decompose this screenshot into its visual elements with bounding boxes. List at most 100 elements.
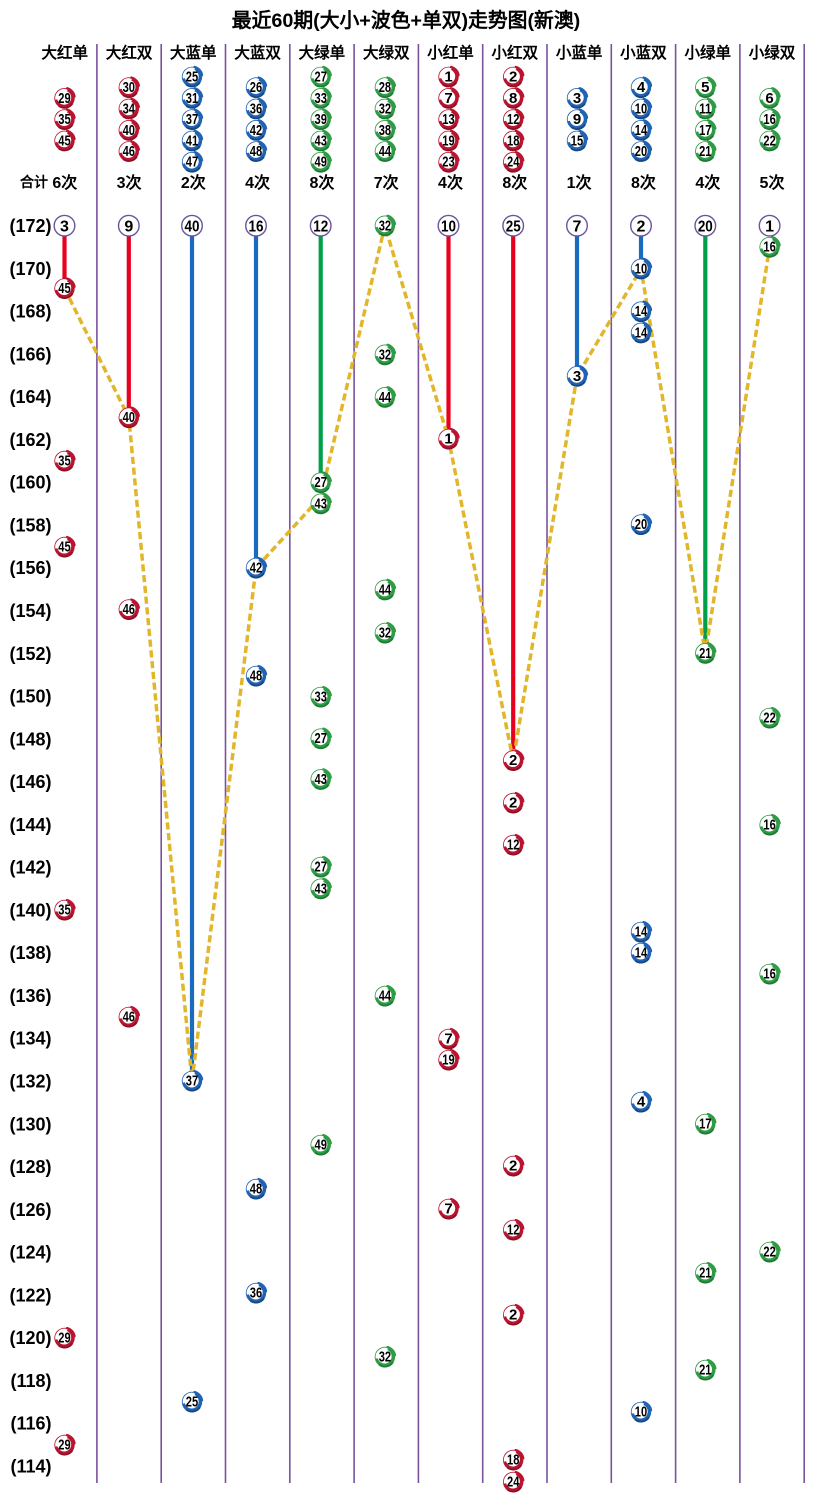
svg-text:48: 48 bbox=[250, 1182, 262, 1198]
svg-text:35: 35 bbox=[58, 903, 70, 919]
svg-text:44: 44 bbox=[379, 390, 391, 406]
svg-text:20: 20 bbox=[698, 218, 713, 235]
svg-text:35: 35 bbox=[58, 454, 70, 470]
svg-text:25: 25 bbox=[506, 218, 521, 235]
svg-text:10: 10 bbox=[635, 101, 647, 117]
svg-text:12: 12 bbox=[507, 1223, 519, 1239]
svg-text:3: 3 bbox=[573, 90, 581, 107]
svg-text:41: 41 bbox=[186, 133, 198, 149]
svg-text:大红双: 大红双 bbox=[106, 43, 153, 62]
svg-text:27: 27 bbox=[315, 860, 327, 876]
svg-text:42: 42 bbox=[250, 123, 262, 139]
svg-text:6: 6 bbox=[765, 90, 773, 107]
svg-text:(150): (150) bbox=[9, 687, 51, 707]
svg-text:1: 1 bbox=[765, 218, 774, 235]
svg-text:44: 44 bbox=[379, 989, 391, 1005]
svg-text:(160): (160) bbox=[9, 473, 51, 493]
svg-text:48: 48 bbox=[250, 144, 262, 160]
svg-text:25: 25 bbox=[186, 70, 198, 86]
svg-text:(132): (132) bbox=[9, 1072, 51, 1092]
svg-text:24: 24 bbox=[507, 1475, 519, 1491]
svg-text:34: 34 bbox=[123, 101, 135, 117]
svg-text:32: 32 bbox=[379, 218, 391, 234]
svg-text:40: 40 bbox=[123, 410, 135, 426]
svg-text:12: 12 bbox=[507, 112, 519, 128]
svg-text:36: 36 bbox=[250, 101, 262, 117]
svg-text:7: 7 bbox=[444, 1201, 452, 1218]
svg-text:16: 16 bbox=[249, 218, 264, 235]
svg-text:10: 10 bbox=[635, 1405, 647, 1421]
svg-text:45: 45 bbox=[58, 540, 70, 556]
svg-text:(164): (164) bbox=[9, 387, 51, 407]
svg-text:16: 16 bbox=[763, 818, 775, 834]
svg-text:45: 45 bbox=[58, 281, 70, 297]
svg-text:27: 27 bbox=[315, 70, 327, 86]
svg-text:46: 46 bbox=[123, 602, 135, 618]
svg-text:35: 35 bbox=[58, 112, 70, 128]
svg-text:(130): (130) bbox=[9, 1114, 51, 1134]
svg-text:17: 17 bbox=[699, 123, 711, 139]
svg-text:(116): (116) bbox=[10, 1414, 51, 1434]
svg-text:2: 2 bbox=[509, 1158, 517, 1175]
svg-text:8次: 8次 bbox=[309, 173, 334, 192]
svg-text:5次: 5次 bbox=[760, 173, 785, 192]
svg-text:22: 22 bbox=[763, 133, 775, 149]
svg-text:(142): (142) bbox=[9, 858, 51, 878]
svg-text:2: 2 bbox=[509, 752, 517, 769]
svg-text:(136): (136) bbox=[9, 986, 51, 1006]
svg-text:37: 37 bbox=[186, 1074, 198, 1090]
svg-text:大红单: 大红单 bbox=[42, 43, 89, 62]
svg-text:49: 49 bbox=[315, 155, 327, 171]
svg-text:32: 32 bbox=[379, 1350, 391, 1366]
svg-text:(138): (138) bbox=[9, 943, 51, 963]
svg-text:16: 16 bbox=[763, 967, 775, 983]
svg-text:1次: 1次 bbox=[567, 173, 592, 192]
svg-text:(148): (148) bbox=[9, 729, 51, 749]
svg-text:小红单: 小红单 bbox=[427, 43, 474, 62]
svg-text:(122): (122) bbox=[9, 1285, 51, 1305]
svg-text:30: 30 bbox=[123, 80, 135, 96]
svg-text:43: 43 bbox=[315, 881, 327, 897]
svg-text:21: 21 bbox=[699, 1266, 711, 1282]
svg-text:31: 31 bbox=[186, 91, 198, 107]
svg-text:4次: 4次 bbox=[438, 173, 463, 192]
svg-text:14: 14 bbox=[635, 304, 647, 320]
svg-text:2: 2 bbox=[509, 69, 517, 86]
svg-text:28: 28 bbox=[379, 80, 391, 96]
svg-text:46: 46 bbox=[123, 144, 135, 160]
svg-text:3: 3 bbox=[573, 368, 581, 385]
svg-text:8次: 8次 bbox=[631, 173, 656, 192]
svg-text:(126): (126) bbox=[9, 1200, 51, 1220]
svg-text:33: 33 bbox=[315, 690, 327, 706]
svg-text:(170): (170) bbox=[9, 259, 51, 279]
svg-text:2: 2 bbox=[637, 218, 646, 235]
svg-text:37: 37 bbox=[186, 112, 198, 128]
svg-text:(154): (154) bbox=[9, 601, 51, 621]
svg-text:大蓝双: 大蓝双 bbox=[234, 43, 281, 62]
svg-text:47: 47 bbox=[186, 155, 198, 171]
svg-text:32: 32 bbox=[379, 626, 391, 642]
svg-text:7: 7 bbox=[573, 218, 582, 235]
svg-text:16: 16 bbox=[763, 240, 775, 256]
svg-text:48: 48 bbox=[250, 669, 262, 685]
svg-text:2: 2 bbox=[509, 1307, 517, 1324]
svg-text:大绿单: 大绿单 bbox=[299, 43, 346, 62]
svg-text:9: 9 bbox=[573, 111, 581, 128]
svg-text:40: 40 bbox=[123, 123, 135, 139]
svg-text:29: 29 bbox=[58, 91, 70, 107]
svg-text:(140): (140) bbox=[9, 900, 51, 920]
svg-text:8次: 8次 bbox=[502, 173, 527, 192]
svg-text:33: 33 bbox=[315, 91, 327, 107]
svg-text:26: 26 bbox=[250, 80, 262, 96]
svg-text:小蓝单: 小蓝单 bbox=[556, 43, 603, 62]
svg-text:(168): (168) bbox=[9, 302, 51, 322]
svg-text:21: 21 bbox=[699, 144, 711, 160]
svg-text:42: 42 bbox=[250, 561, 262, 577]
svg-text:20: 20 bbox=[635, 517, 647, 533]
svg-text:大绿双: 大绿双 bbox=[363, 43, 410, 62]
svg-text:(120): (120) bbox=[9, 1328, 51, 1348]
svg-text:38: 38 bbox=[379, 123, 391, 139]
svg-text:25: 25 bbox=[186, 1395, 198, 1411]
svg-text:32: 32 bbox=[379, 347, 391, 363]
svg-text:1: 1 bbox=[444, 69, 452, 86]
